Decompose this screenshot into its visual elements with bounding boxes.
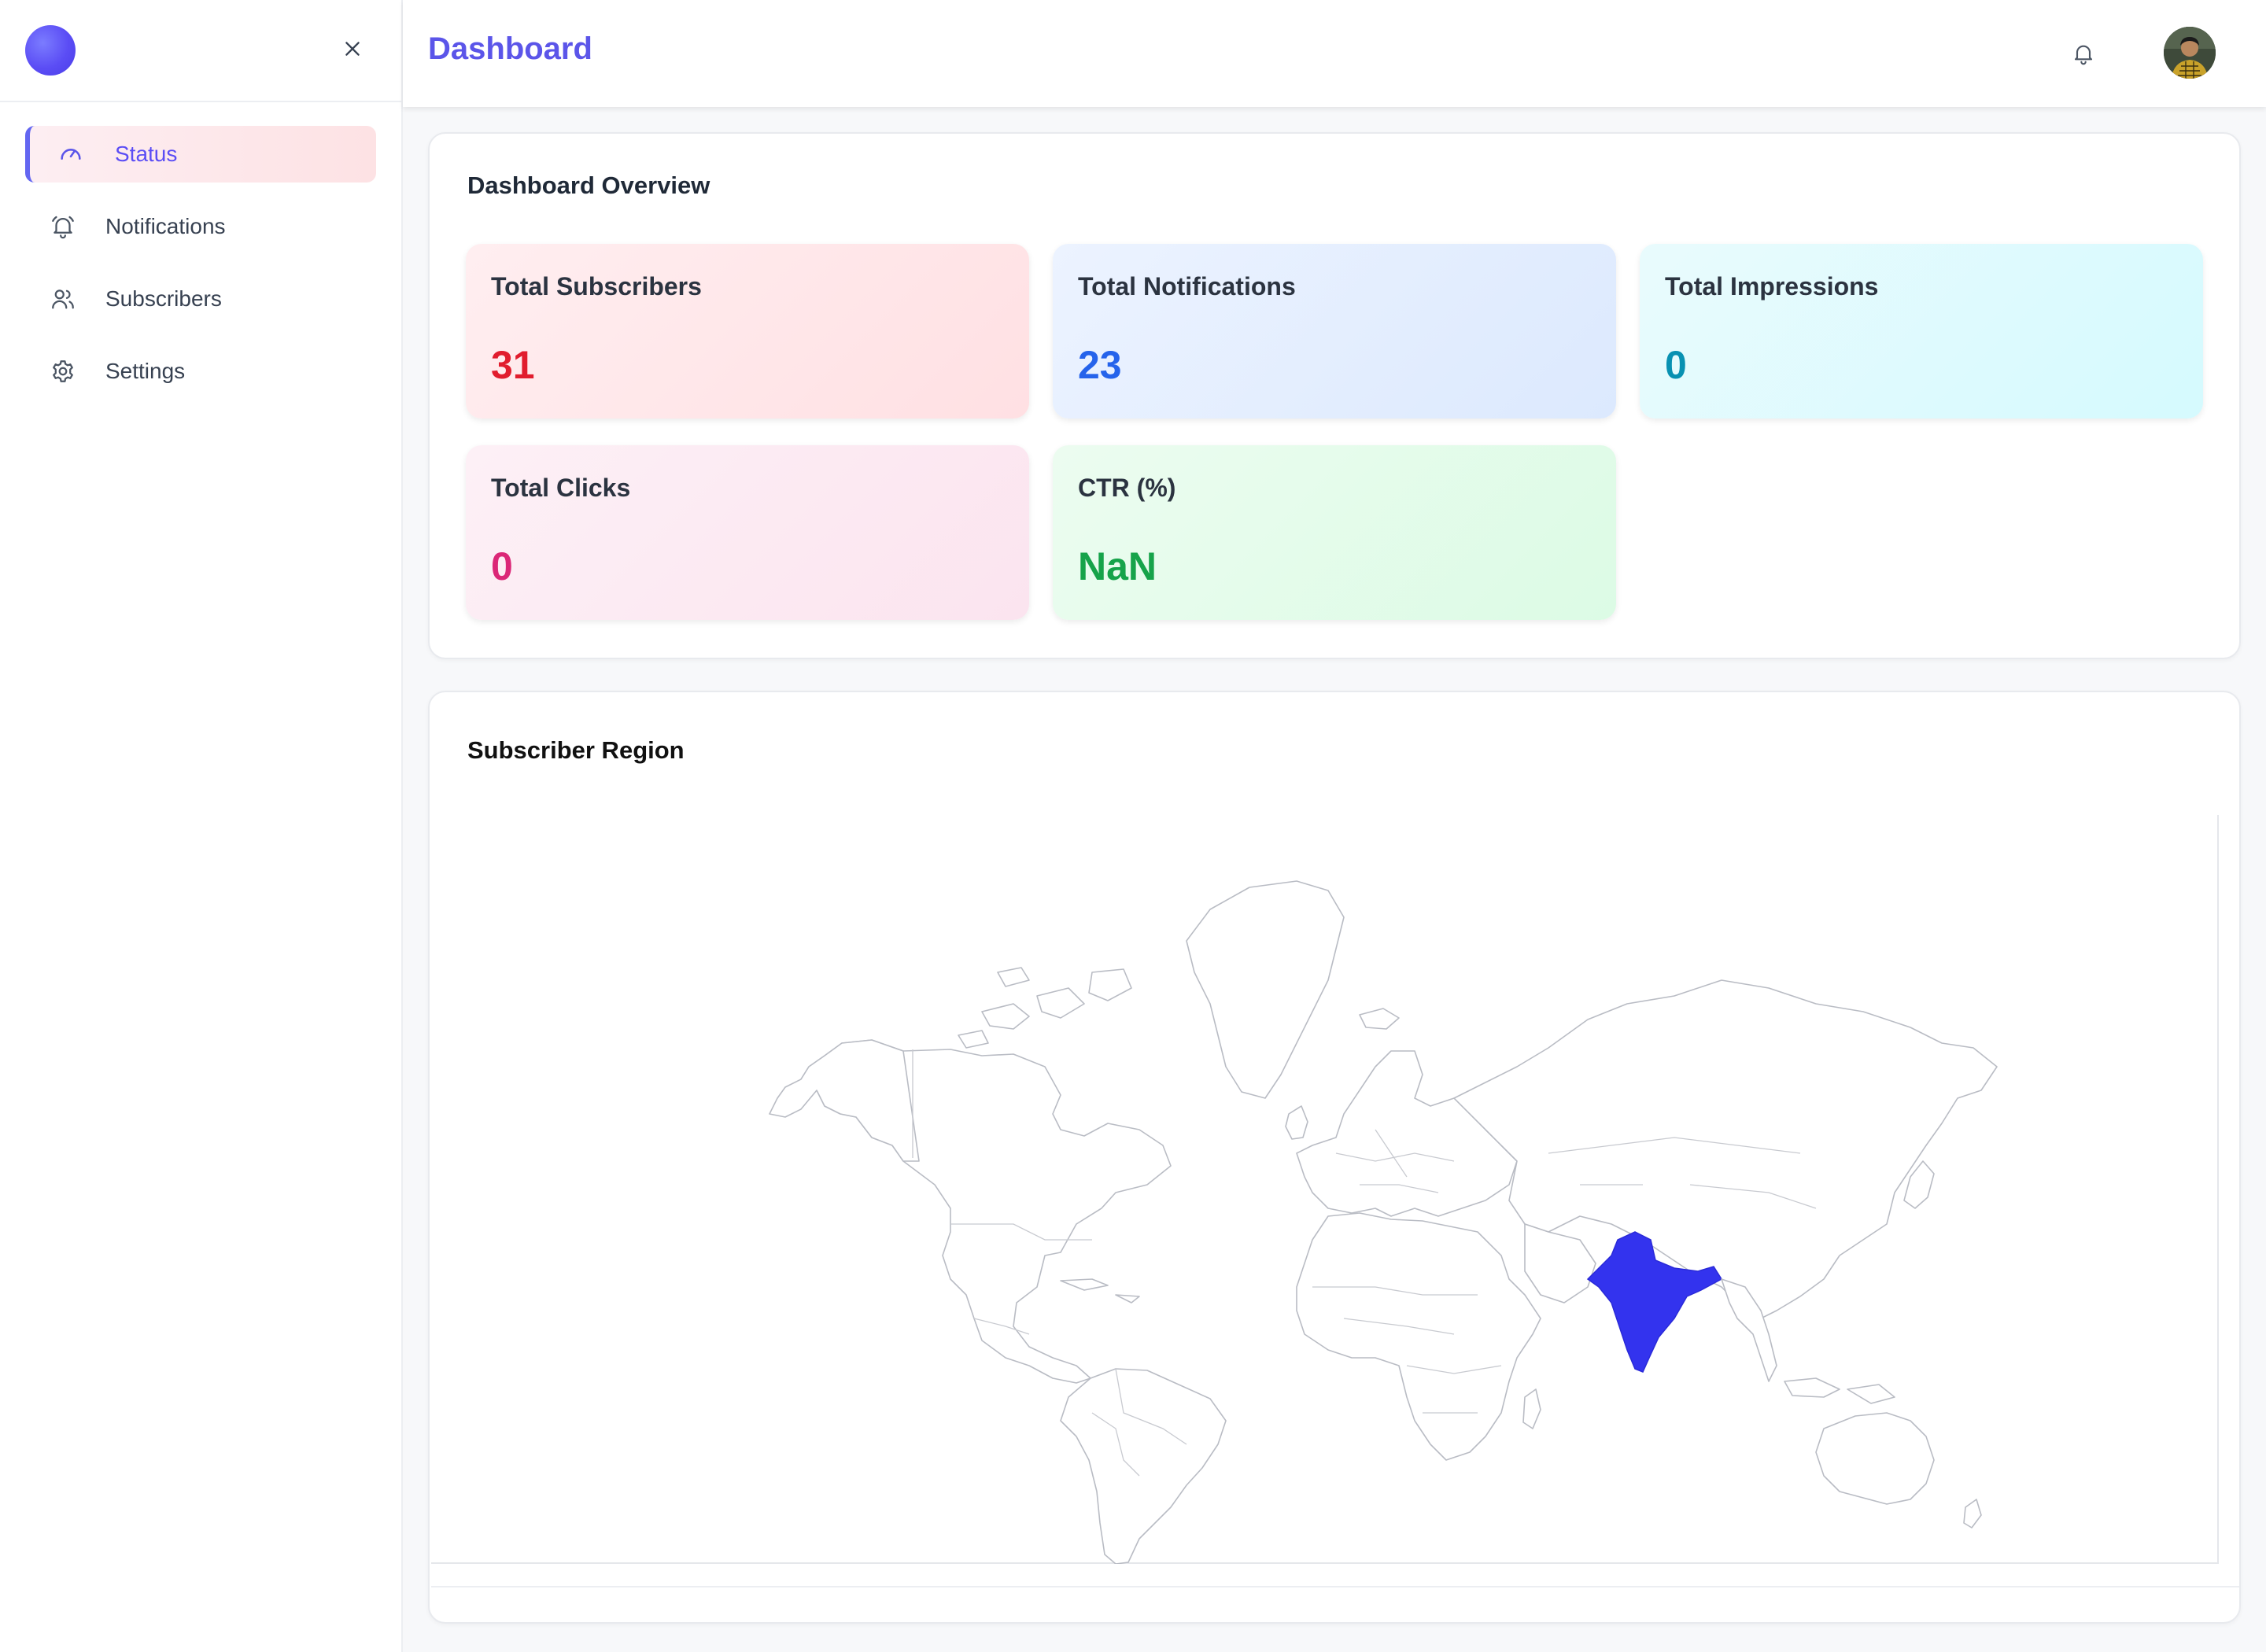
gear-icon <box>49 357 77 385</box>
sidebar-header <box>0 0 401 102</box>
avatar[interactable] <box>2164 27 2216 79</box>
map-caribbean[interactable] <box>1060 1278 1140 1304</box>
stat-total-notifications: Total Notifications 23 <box>1053 244 1616 419</box>
bell-icon <box>2074 45 2093 65</box>
map-southeast-asia[interactable] <box>1721 1278 1895 1404</box>
map-africa[interactable] <box>1296 1212 1541 1461</box>
subscriber-region-card: Subscriber Region <box>428 691 2241 1624</box>
map-japan[interactable] <box>1903 1160 1935 1209</box>
map-uk[interactable] <box>1285 1105 1308 1140</box>
stat-ctr: CTR (%) NaN <box>1053 445 1616 620</box>
user-photo-icon <box>2164 27 2216 79</box>
sidebar-item-label: Notifications <box>105 214 226 238</box>
map-greenland[interactable] <box>1186 880 1345 1099</box>
map-india-highlighted[interactable] <box>1586 1231 1723 1373</box>
close-icon <box>345 42 360 56</box>
map-alaska[interactable] <box>769 1039 920 1162</box>
stat-label: Total Impressions <box>1665 272 1879 301</box>
sidebar: Status Notifications <box>0 0 403 1652</box>
sidebar-item-label: Subscribers <box>105 286 222 311</box>
sidebar-item-label: Settings <box>105 359 186 383</box>
world-map[interactable] <box>431 815 2219 1564</box>
gauge-icon <box>57 140 85 168</box>
stat-label: Total Subscribers <box>491 272 702 301</box>
map-australia[interactable] <box>1815 1412 1935 1505</box>
sidebar-item-status[interactable]: Status <box>25 126 376 183</box>
sidebar-item-settings[interactable]: Settings <box>25 343 376 400</box>
map-new-zealand[interactable] <box>1963 1499 1982 1528</box>
stat-label: CTR (%) <box>1078 474 1176 502</box>
app-logo[interactable] <box>25 25 76 76</box>
stat-total-subscribers: Total Subscribers 31 <box>466 244 1029 419</box>
stat-total-impressions: Total Impressions 0 <box>1640 244 2203 419</box>
map-middle-east[interactable] <box>1524 1223 1596 1304</box>
stat-total-clicks: Total Clicks 0 <box>466 445 1029 620</box>
sidebar-nav: Status Notifications <box>0 102 401 400</box>
map-arctic-islands[interactable] <box>958 967 1132 1049</box>
map-europe[interactable] <box>1296 1050 1518 1217</box>
users-icon <box>49 285 77 313</box>
map-south-america[interactable] <box>1060 1368 1227 1564</box>
top-header: Dashboard <box>403 0 2266 107</box>
stat-label: Total Notifications <box>1078 272 1296 301</box>
map-madagascar[interactable] <box>1522 1388 1541 1429</box>
stat-value: 23 <box>1078 343 1122 387</box>
stat-value: NaN <box>1078 544 1157 588</box>
sidebar-item-subscribers[interactable]: Subscribers <box>25 271 376 327</box>
dashboard-overview-card: Dashboard Overview Total Subscribers 31 … <box>428 132 2241 659</box>
map-footer-divider <box>431 1586 2239 1587</box>
map-iceland[interactable] <box>1359 1008 1400 1030</box>
notifications-button[interactable] <box>2068 38 2099 69</box>
map-asia[interactable] <box>1453 979 1998 1319</box>
stat-value: 0 <box>1665 343 1687 387</box>
page-title: Dashboard <box>428 31 592 66</box>
region-title: Subscriber Region <box>467 736 685 764</box>
sidebar-item-notifications[interactable]: Notifications <box>25 198 376 255</box>
stat-value: 0 <box>491 544 513 588</box>
stat-label: Total Clicks <box>491 474 631 502</box>
bell-icon <box>49 212 77 241</box>
sidebar-item-label: Status <box>115 142 178 166</box>
close-sidebar-button[interactable] <box>338 35 367 63</box>
overview-title: Dashboard Overview <box>467 171 710 199</box>
stat-value: 31 <box>491 343 535 387</box>
